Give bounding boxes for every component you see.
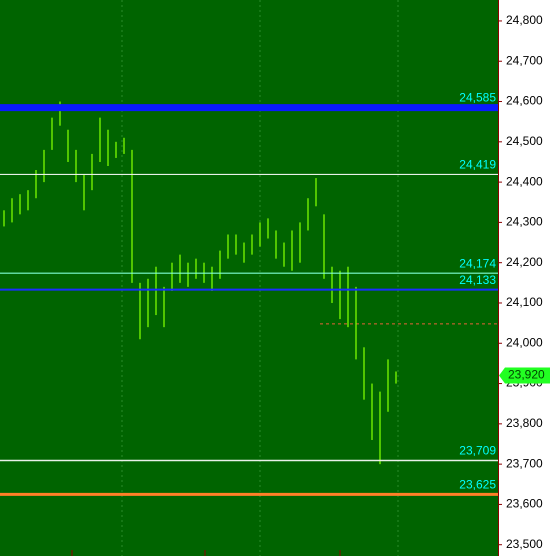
last-price-box <box>499 367 550 384</box>
y-tick-label: 24,100 <box>506 295 543 309</box>
level-label: 23,709 <box>459 444 496 458</box>
y-tick-label: 24,400 <box>506 174 543 188</box>
y-tick-label: 23,700 <box>506 456 543 470</box>
level-label: 24,419 <box>459 158 496 172</box>
y-tick-label: 23,500 <box>506 537 543 551</box>
y-tick-label: 23,800 <box>506 416 543 430</box>
y-tick-label: 24,600 <box>506 94 543 108</box>
y-tick-label: 24,800 <box>506 13 543 27</box>
level-label: 24,133 <box>459 273 496 287</box>
plot-background <box>0 0 498 556</box>
last-price-label: 23,920 <box>508 368 545 382</box>
level-label: 23,625 <box>459 478 496 492</box>
y-tick-label: 23,600 <box>506 497 543 511</box>
y-tick-label: 24,000 <box>506 335 543 349</box>
y-tick-label: 24,500 <box>506 134 543 148</box>
y-tick-label: 24,200 <box>506 255 543 269</box>
level-label: 24,585 <box>459 91 496 105</box>
y-tick-label: 24,300 <box>506 215 543 229</box>
level-label: 24,174 <box>459 256 496 270</box>
y-tick-label: 24,700 <box>506 53 543 67</box>
